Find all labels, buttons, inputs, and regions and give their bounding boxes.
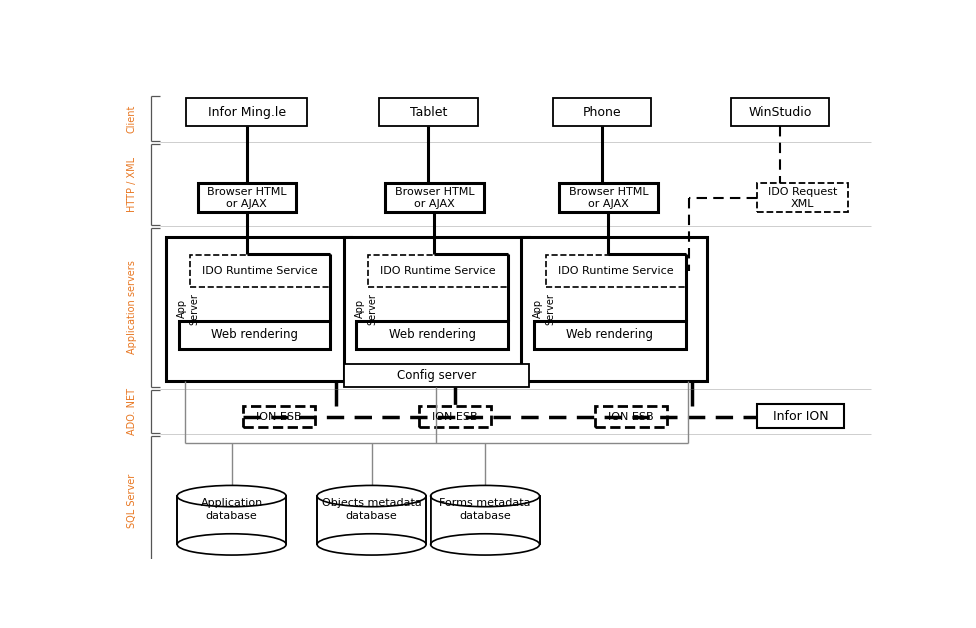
Text: Browser HTML
or AJAX: Browser HTML or AJAX bbox=[207, 187, 287, 209]
Bar bbox=[594, 406, 667, 428]
Text: IDO Runtime Service: IDO Runtime Service bbox=[557, 266, 673, 276]
Text: IDO Runtime Service: IDO Runtime Service bbox=[202, 266, 318, 276]
Text: Forms metadata
database: Forms metadata database bbox=[439, 499, 531, 521]
Bar bbox=[559, 183, 658, 212]
Text: SQL Server: SQL Server bbox=[127, 474, 137, 528]
Bar bbox=[186, 98, 307, 126]
Bar bbox=[317, 496, 427, 544]
Bar bbox=[521, 237, 707, 381]
Text: Tablet: Tablet bbox=[410, 106, 447, 119]
Text: Infor Ming.le: Infor Ming.le bbox=[208, 106, 286, 119]
Bar bbox=[420, 406, 491, 428]
Bar bbox=[243, 406, 315, 428]
Text: ION ESB: ION ESB bbox=[608, 411, 654, 421]
Text: IDO Request
XML: IDO Request XML bbox=[768, 187, 837, 209]
Bar bbox=[368, 255, 508, 286]
Bar bbox=[318, 496, 426, 544]
Bar bbox=[534, 320, 685, 349]
Bar bbox=[344, 237, 529, 381]
Text: ION ESB: ION ESB bbox=[256, 411, 302, 421]
Bar bbox=[356, 320, 508, 349]
Text: Browser HTML
or AJAX: Browser HTML or AJAX bbox=[569, 187, 648, 209]
Bar bbox=[190, 255, 330, 286]
Bar bbox=[344, 364, 529, 387]
Text: ION ESB: ION ESB bbox=[432, 411, 478, 421]
Text: WinStudio: WinStudio bbox=[749, 106, 812, 119]
Bar bbox=[546, 255, 685, 286]
Ellipse shape bbox=[430, 534, 540, 555]
Text: Web rendering: Web rendering bbox=[566, 328, 653, 341]
Ellipse shape bbox=[317, 485, 427, 507]
Text: Objects metadata
database: Objects metadata database bbox=[322, 499, 422, 521]
Ellipse shape bbox=[317, 534, 427, 555]
Bar bbox=[430, 496, 540, 544]
Text: Application
database: Application database bbox=[200, 499, 263, 521]
Bar bbox=[553, 98, 652, 126]
Bar bbox=[178, 496, 286, 544]
Bar bbox=[166, 237, 351, 381]
Text: IDO Runtime Service: IDO Runtime Service bbox=[380, 266, 496, 276]
Ellipse shape bbox=[430, 485, 540, 507]
Text: HTTP / XML: HTTP / XML bbox=[127, 156, 137, 212]
Bar bbox=[178, 496, 285, 544]
Text: App
Server: App Server bbox=[533, 293, 555, 325]
Text: Web rendering: Web rendering bbox=[388, 328, 475, 341]
Bar bbox=[757, 183, 848, 212]
Text: Phone: Phone bbox=[583, 106, 622, 119]
Text: Infor ION: Infor ION bbox=[773, 409, 829, 423]
Bar bbox=[379, 98, 477, 126]
Text: Browser HTML
or AJAX: Browser HTML or AJAX bbox=[394, 187, 474, 209]
Ellipse shape bbox=[178, 534, 286, 555]
Bar bbox=[431, 496, 539, 544]
Bar bbox=[731, 98, 830, 126]
Text: Application servers: Application servers bbox=[127, 261, 137, 354]
Ellipse shape bbox=[178, 485, 286, 507]
Text: ADO. NET: ADO. NET bbox=[127, 388, 137, 435]
Text: Client: Client bbox=[127, 105, 137, 133]
Bar bbox=[386, 183, 483, 212]
Bar bbox=[757, 404, 844, 428]
Text: Config server: Config server bbox=[396, 369, 476, 382]
Text: App
Server: App Server bbox=[178, 293, 200, 325]
Text: Web rendering: Web rendering bbox=[211, 328, 298, 341]
Bar bbox=[179, 320, 330, 349]
Bar bbox=[197, 183, 296, 212]
Text: App
Server: App Server bbox=[355, 293, 378, 325]
